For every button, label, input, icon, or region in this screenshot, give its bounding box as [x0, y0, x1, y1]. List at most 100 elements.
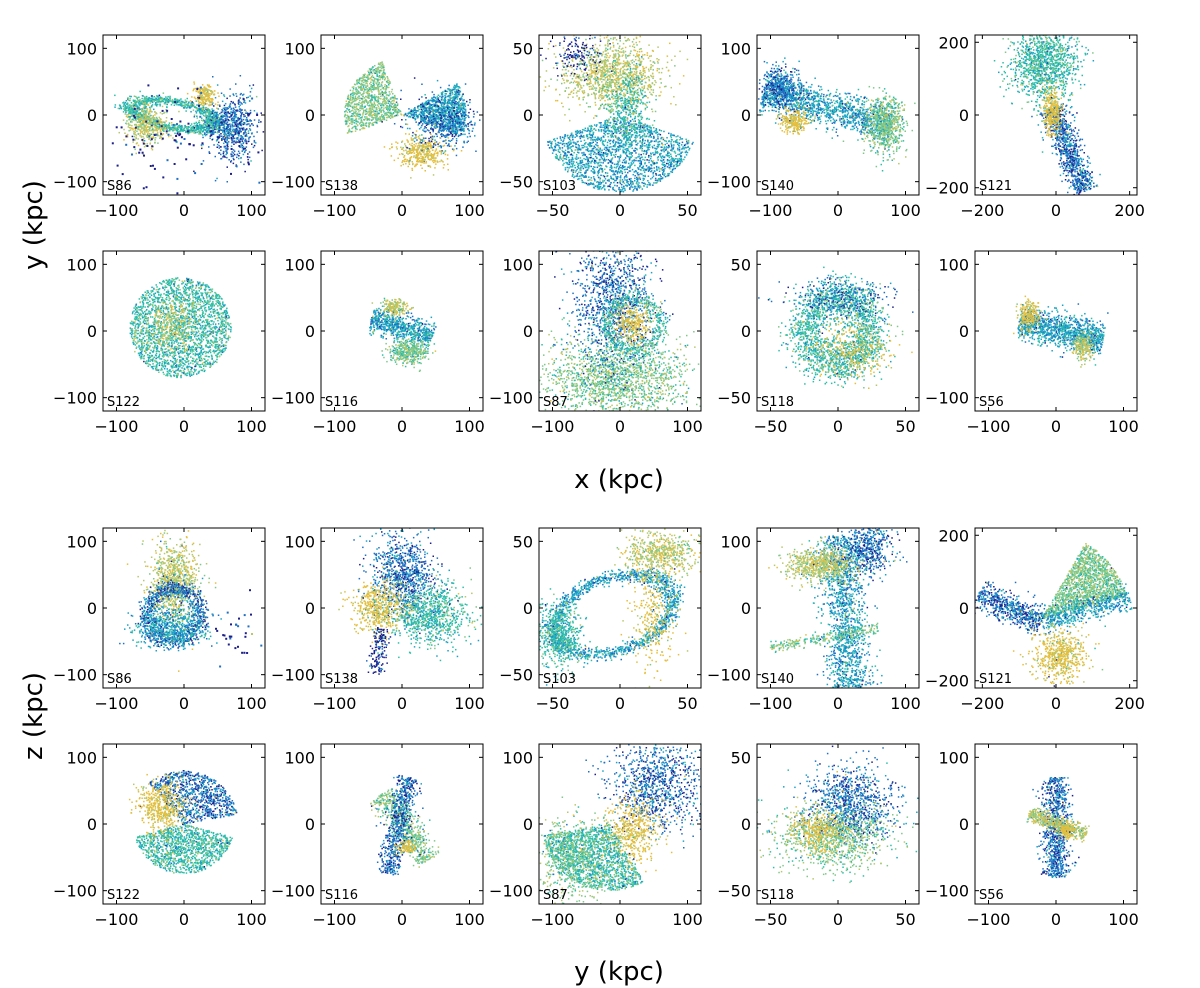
- particle-cluster-2: [1036, 583, 1133, 637]
- particle-cluster-0: [993, 35, 1095, 153]
- panel-label: S118: [761, 888, 794, 903]
- particle-points: [539, 528, 701, 688]
- particle-cluster-2: [597, 780, 673, 879]
- particle-cluster-2: [758, 274, 919, 341]
- panel-label: S56: [979, 888, 1004, 903]
- x-tick-label: 100: [672, 417, 703, 436]
- particle-cluster-3: [1012, 614, 1104, 688]
- scatter-panel-xy-s121: −200 0 200 −200 0 200 S121: [925, 33, 1145, 220]
- y-tick-label: 0: [741, 106, 751, 125]
- x-tick-label: −100: [749, 201, 793, 220]
- particle-points: [370, 774, 440, 876]
- x-tick-label: 100: [1108, 417, 1139, 436]
- particle-cluster-2: [540, 35, 613, 81]
- particle-cluster-2: [1039, 80, 1065, 138]
- panel-label: S121: [979, 179, 1012, 194]
- x-tick-label: 0: [179, 694, 189, 713]
- y-tick-label: −100: [271, 882, 315, 901]
- y-tick-label: 0: [87, 815, 97, 834]
- particle-cluster-1: [133, 291, 204, 375]
- y-tick-label: 0: [523, 599, 533, 618]
- scatter-panel-yz-s118: −50 0 50 −50 0 50 S118: [717, 743, 920, 929]
- y-tick-label: −100: [53, 173, 97, 192]
- y-tick-label: 200: [938, 33, 969, 52]
- particle-cluster-1: [794, 314, 913, 389]
- particle-cluster-0: [343, 61, 403, 134]
- scatter-panel-xy-s103: −50 0 50 −50 0 50 S103: [499, 34, 702, 220]
- x-tick-label: 0: [1051, 417, 1061, 436]
- particle-cluster-1: [585, 744, 701, 849]
- particle-cluster-2: [383, 123, 463, 179]
- x-tick-label: −50: [536, 694, 570, 713]
- particle-points: [539, 744, 701, 904]
- particle-cluster-0: [129, 277, 232, 379]
- y-tick-label: 50: [731, 748, 751, 767]
- x-tick-label: 50: [677, 201, 697, 220]
- x-tick-label: 0: [833, 417, 843, 436]
- x-tick-label: 100: [236, 694, 267, 713]
- particle-cluster-3: [186, 81, 220, 110]
- y-tick-label: 0: [87, 599, 97, 618]
- particle-cluster-1: [975, 581, 1046, 636]
- scatter-panel-yz-s87: −100 0 100 −100 0 100 S87: [489, 743, 703, 929]
- y-tick-label: 100: [66, 39, 97, 58]
- y-tick-label: 0: [87, 106, 97, 125]
- y-tick-label: 100: [938, 255, 969, 274]
- x-tick-label: 100: [454, 694, 485, 713]
- x-tick-label: 0: [397, 417, 407, 436]
- scatter-panel-yz-s116: −100 0 100 −100 0 100 S116: [271, 743, 485, 929]
- particle-cluster-2: [614, 528, 701, 582]
- y-tick-label: 0: [523, 322, 533, 341]
- x-tick-label: −100: [313, 417, 357, 436]
- particle-points: [758, 266, 919, 389]
- y-tick-label: −100: [271, 389, 315, 408]
- y-tick-label: −100: [489, 882, 533, 901]
- x-tick-label: −100: [95, 417, 139, 436]
- scatter-panel-xy-s140: −100 0 100 −100 0 100 S140: [707, 34, 921, 220]
- scatter-panel-xy-s118: −50 0 50 −50 0 50 S118: [717, 250, 920, 436]
- scatter-panel-yz-s140: −100 0 100 −100 0 100 S140: [707, 527, 921, 713]
- y-tick-label: 100: [284, 255, 315, 274]
- panel-grid: −100 0 100 −100 0 100 S86 −100 0 100 −100 0 100 S138 −…: [53, 33, 1145, 929]
- particle-cluster-3: [620, 547, 689, 688]
- particle-cluster-1: [1037, 103, 1101, 195]
- y-axis-block-label-top: y (kpc): [19, 180, 49, 270]
- particle-points: [119, 528, 263, 672]
- panel-label: S116: [325, 395, 358, 410]
- x-tick-label: 0: [833, 910, 843, 929]
- panel-label: S86: [107, 672, 132, 687]
- x-tick-label: 0: [179, 910, 189, 929]
- scatter-panel-xy-s122: −100 0 100 −100 0 100 S122: [53, 250, 267, 436]
- y-tick-label: 0: [523, 106, 533, 125]
- x-tick-label: −100: [313, 694, 357, 713]
- x-tick-label: 0: [179, 417, 189, 436]
- particle-points: [539, 35, 694, 193]
- particle-points: [757, 745, 919, 884]
- y-tick-label: −200: [925, 672, 969, 691]
- particle-cluster-1: [381, 332, 437, 372]
- particle-cluster-3: [592, 283, 671, 363]
- scatter-panel-yz-s138: −100 0 100 −100 0 100 S138: [271, 527, 485, 713]
- x-tick-label: 0: [1051, 694, 1061, 713]
- particle-cluster-1: [539, 588, 591, 686]
- y-tick-label: −100: [707, 173, 751, 192]
- y-tick-label: 100: [938, 748, 969, 767]
- particle-cluster-3: [393, 77, 483, 157]
- particle-cluster-1: [768, 536, 878, 592]
- y-tick-label: 0: [959, 106, 969, 125]
- panel-label: S140: [761, 179, 794, 194]
- particle-cluster-1: [1013, 295, 1048, 335]
- panel-label: S103: [543, 179, 576, 194]
- x-tick-label: 100: [890, 694, 921, 713]
- x-tick-label: −100: [313, 201, 357, 220]
- particle-cluster-2: [773, 802, 852, 859]
- y-tick-label: 0: [741, 599, 751, 618]
- particle-cluster-0: [778, 266, 904, 389]
- x-tick-label: 50: [895, 910, 915, 929]
- particle-cluster-2: [371, 297, 414, 322]
- y-tick-label: −100: [925, 882, 969, 901]
- particle-cluster-3: [595, 55, 657, 174]
- panel-label: S138: [325, 179, 358, 194]
- particle-cluster-2: [393, 833, 417, 856]
